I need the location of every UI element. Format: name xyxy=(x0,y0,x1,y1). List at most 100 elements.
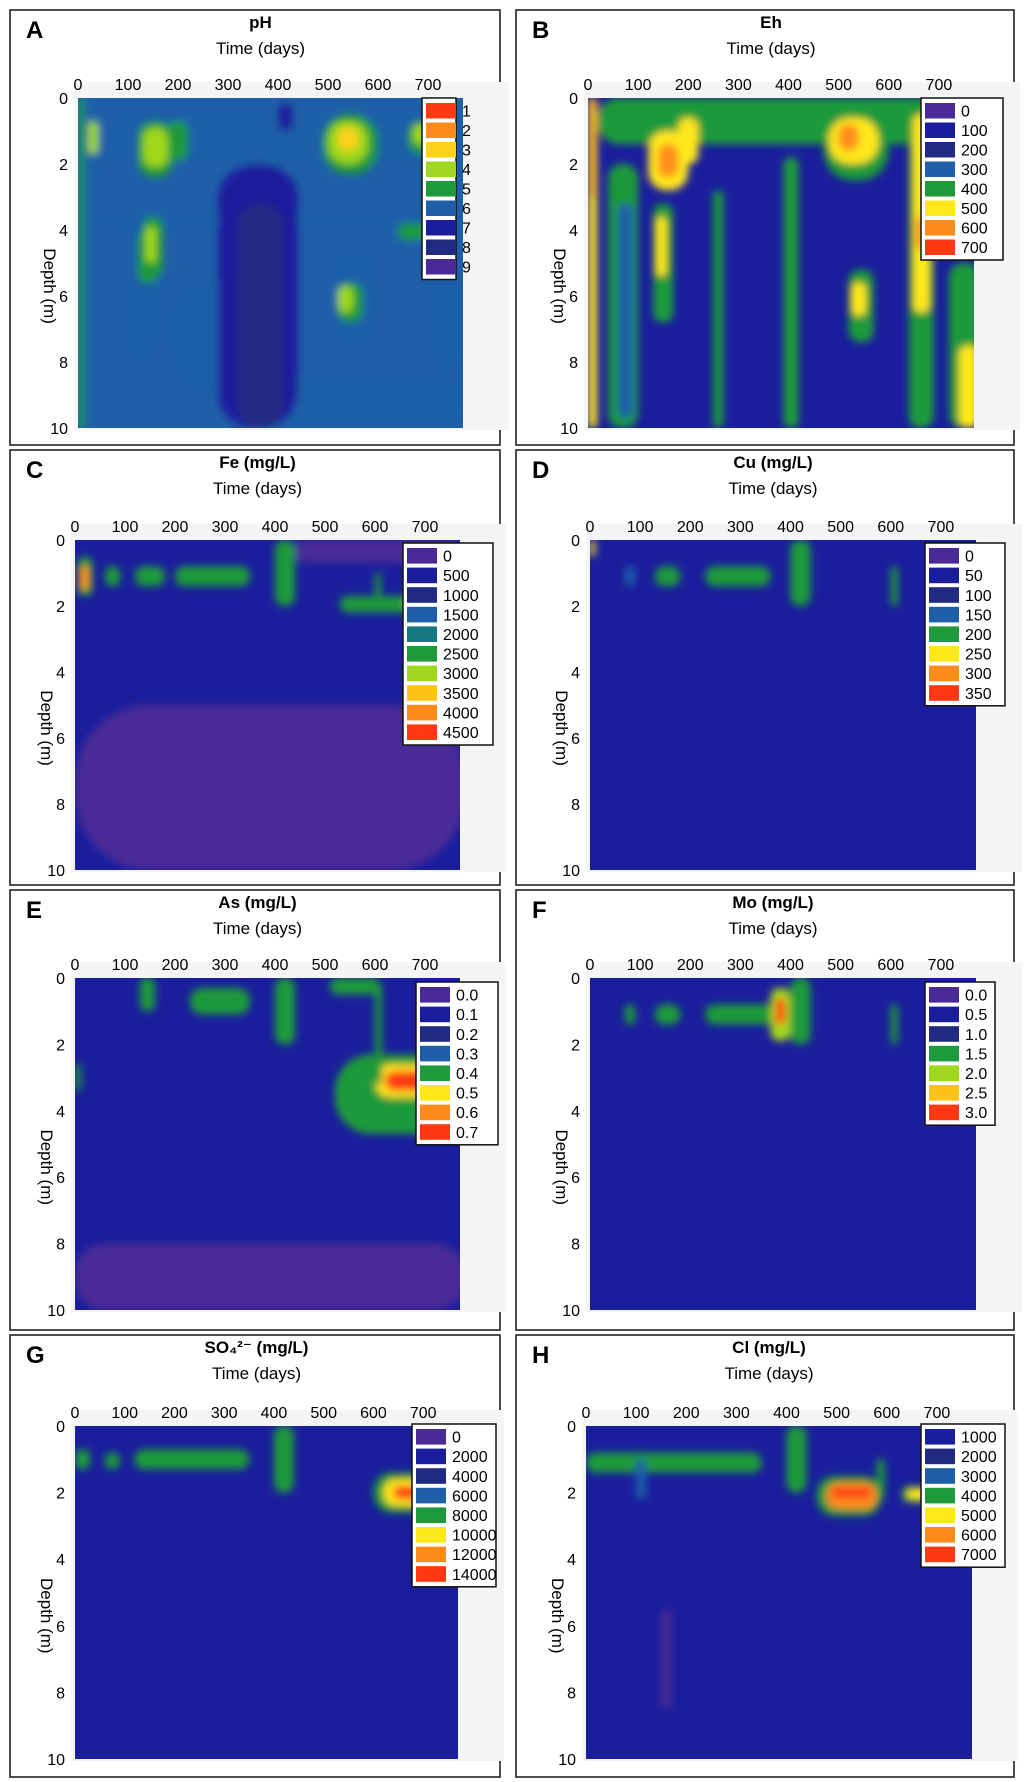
legend-label: 6000 xyxy=(961,1528,997,1545)
y-axis-label: Depth (m) xyxy=(37,1129,56,1205)
y-tick-label: 0 xyxy=(59,91,68,108)
panel-d: D Cu (mg/L)Time (days)0 100 200 300 400 500 600… xyxy=(515,449,1022,886)
y-tick-label: 4 xyxy=(571,1104,580,1121)
x-tick-label: 700 xyxy=(924,1405,951,1422)
y-tick-label: 2 xyxy=(56,599,65,616)
contour-region xyxy=(275,540,295,606)
legend-swatch xyxy=(416,1527,446,1543)
x-tick-label: 500 xyxy=(312,519,339,536)
panel-f: F Mo (mg/L)Time (days)0 100 200 300 400 500 600… xyxy=(515,889,1022,1331)
x-tick-label: 100 xyxy=(627,519,654,536)
x-tick-label: 100 xyxy=(111,1405,138,1422)
contour-region xyxy=(890,1004,898,1045)
legend-swatch xyxy=(420,1124,450,1140)
x-tick-label: 700 xyxy=(928,519,955,536)
x-tick-label: 200 xyxy=(161,1405,188,1422)
contour-region xyxy=(135,566,165,587)
legend-label: 3.0 xyxy=(965,1105,987,1122)
legend-label: 0.1 xyxy=(456,1007,478,1024)
x-tick-label: 700 xyxy=(415,77,442,94)
contour-region xyxy=(75,705,460,870)
legend-swatch xyxy=(420,1085,450,1101)
y-tick-label: 2 xyxy=(569,157,578,174)
legend-label: 0.4 xyxy=(456,1066,478,1083)
x-axis-label: Time (days) xyxy=(728,919,817,938)
contour-region xyxy=(88,121,98,155)
legend-swatch xyxy=(416,1507,446,1523)
contour-region xyxy=(636,1459,647,1500)
legend-label: 0 xyxy=(961,104,970,121)
legend-label: 2500 xyxy=(443,647,479,664)
x-tick-label: 0 xyxy=(71,957,80,974)
legend-swatch xyxy=(420,1065,450,1081)
y-tick-label: 0 xyxy=(56,533,65,550)
y-tick-label: 6 xyxy=(571,731,580,748)
panel-label: C xyxy=(26,457,43,484)
y-tick-label: 10 xyxy=(47,1752,65,1769)
x-axis-label: Time (days) xyxy=(726,39,815,58)
x-tick-label: 700 xyxy=(412,519,439,536)
legend-swatch xyxy=(407,548,437,564)
legend-label: 7000 xyxy=(961,1547,997,1564)
panel-title: Mo (mg/L) xyxy=(732,893,813,912)
heatmap-background xyxy=(590,540,976,870)
contour-region xyxy=(375,573,381,606)
y-tick-label: 4 xyxy=(567,1552,576,1569)
legend-swatch xyxy=(925,1527,955,1543)
y-tick-label: 0 xyxy=(56,971,65,988)
legend-swatch xyxy=(929,987,959,1003)
y-tick-label: 4 xyxy=(56,665,65,682)
panel-g: G SO₄²⁻ (mg/L)Time (days)0 100 200 300 400 500… xyxy=(9,1334,504,1778)
legend-swatch xyxy=(925,103,955,119)
legend-swatch xyxy=(929,685,959,701)
legend-label: 0.7 xyxy=(456,1125,478,1142)
x-axis-label: Time (days) xyxy=(724,1364,813,1383)
legend-label: 4 xyxy=(462,162,471,179)
contour-region xyxy=(678,117,699,164)
contour-region xyxy=(80,566,89,590)
contour-region xyxy=(586,1452,762,1473)
legend-label: 2.0 xyxy=(965,1066,987,1083)
heatmap-field xyxy=(586,1426,972,1759)
contour-region xyxy=(78,98,84,428)
contour-region xyxy=(145,226,157,263)
x-tick-label: 200 xyxy=(673,1405,700,1422)
x-tick-label: 400 xyxy=(775,77,802,94)
legend-label: 9 xyxy=(462,260,471,277)
legend-label: 6 xyxy=(462,201,471,218)
legend-swatch xyxy=(416,1566,446,1582)
contour-region xyxy=(790,978,811,1045)
legend-swatch xyxy=(420,987,450,1003)
legend-label: 500 xyxy=(961,201,988,218)
panel-title: Fe (mg/L) xyxy=(219,453,296,472)
legend-label: 3500 xyxy=(443,686,479,703)
legend-label: 2 xyxy=(462,123,471,140)
legend-label: 300 xyxy=(961,162,988,179)
panel-label: G xyxy=(26,1342,45,1369)
legend-label: 1.5 xyxy=(965,1046,987,1063)
legend-swatch xyxy=(426,220,456,236)
y-tick-label: 2 xyxy=(56,1037,65,1054)
legend-label: 100 xyxy=(961,123,988,140)
x-tick-label: 500 xyxy=(310,1405,337,1422)
x-tick-label: 300 xyxy=(723,1405,750,1422)
legend-swatch xyxy=(416,1429,446,1445)
legend-label: 300 xyxy=(965,666,992,683)
contour-region xyxy=(75,1064,81,1091)
panel-label: A xyxy=(26,17,43,44)
legend-swatch xyxy=(929,567,959,584)
x-tick-label: 100 xyxy=(115,77,142,94)
legend-label: 1.0 xyxy=(965,1027,987,1044)
legend-swatch xyxy=(929,646,959,662)
contour-region xyxy=(238,203,283,428)
y-tick-label: 8 xyxy=(56,1237,65,1254)
x-tick-label: 600 xyxy=(875,77,902,94)
legend-swatch xyxy=(925,142,955,158)
y-tick-label: 0 xyxy=(571,533,580,550)
legend-label: 4000 xyxy=(443,705,479,722)
contour-region xyxy=(134,1449,250,1470)
y-tick-label: 0 xyxy=(571,971,580,988)
legend-swatch xyxy=(416,1487,446,1504)
legend-swatch xyxy=(929,1085,959,1101)
